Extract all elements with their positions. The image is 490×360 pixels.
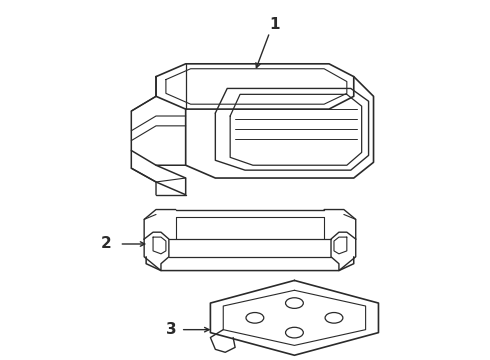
Text: 1: 1 <box>270 17 280 32</box>
Text: 3: 3 <box>166 322 176 337</box>
Text: 2: 2 <box>101 237 112 252</box>
